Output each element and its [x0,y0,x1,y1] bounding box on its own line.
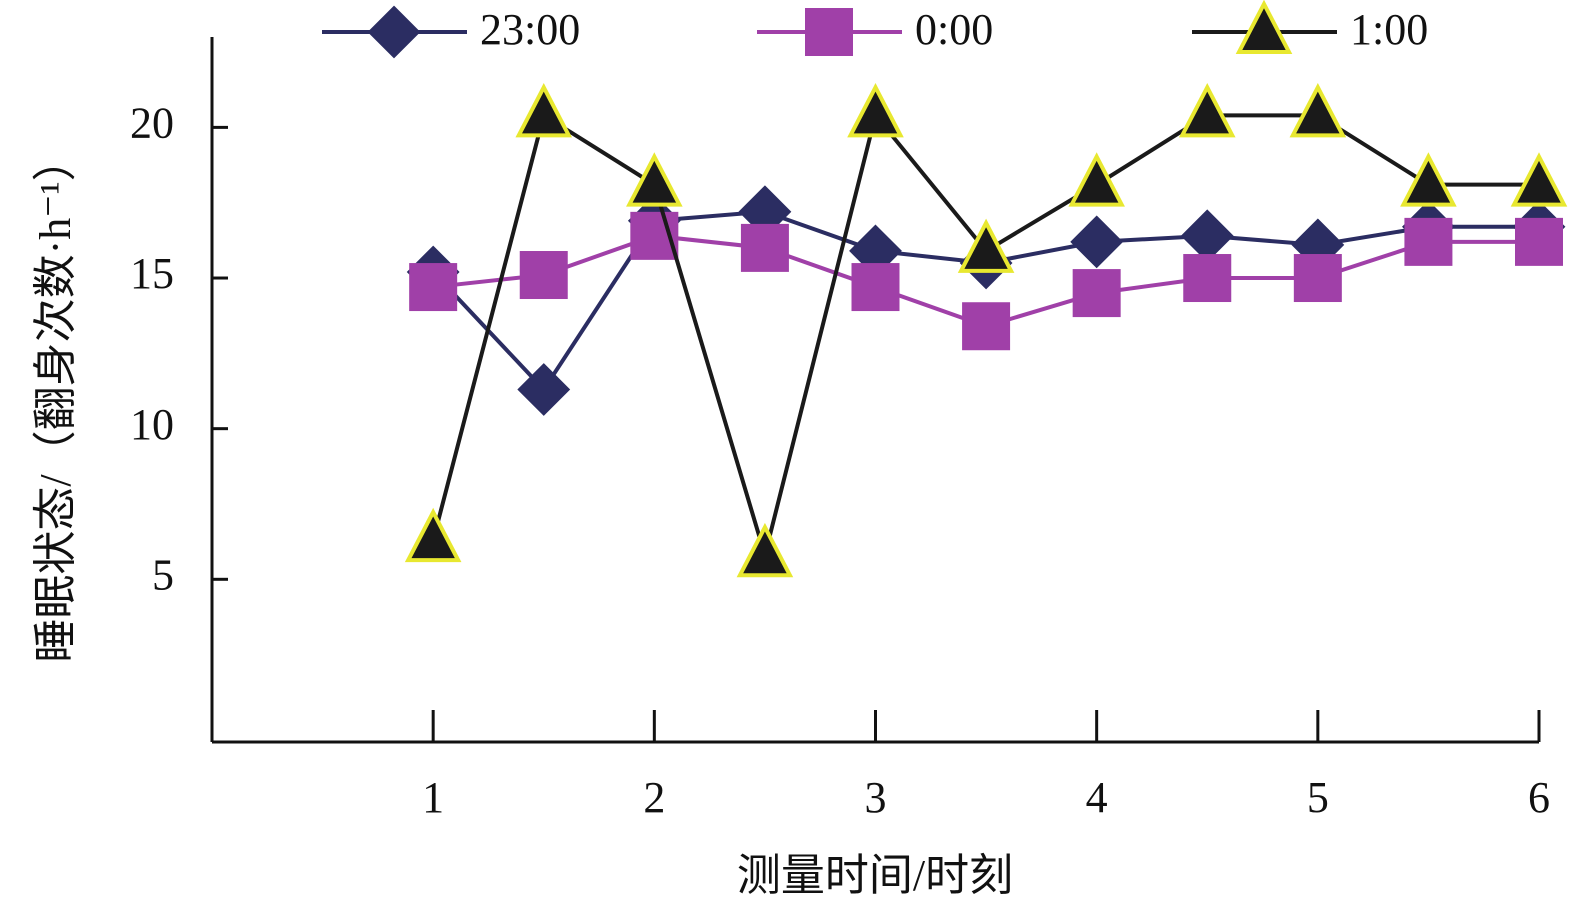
marker [1068,152,1125,207]
x-tick-label: 3 [865,773,887,822]
legend-marker [367,5,421,59]
x-tick-label: 4 [1086,773,1108,822]
legend-label: 0:00 [915,5,993,54]
marker [847,83,904,138]
marker [1293,254,1342,303]
marker [626,152,683,207]
marker [1180,209,1234,263]
marker [1510,152,1568,207]
marker [736,522,794,578]
x-tick-label: 6 [1528,773,1550,822]
marker [1515,217,1563,266]
legend-marker [805,8,853,56]
x-axis-label: 测量时间/时刻 [737,851,1013,900]
marker [1404,217,1453,266]
marker [962,302,1011,351]
x-tick-label: 2 [643,773,665,822]
y-axis-label: 睡眠状态/（翻身次数·h⁻¹） [31,137,80,662]
marker [957,218,1015,273]
marker [519,251,568,300]
legend-label: 23:00 [480,5,580,54]
marker [1072,269,1121,318]
legend-marker [1235,0,1293,54]
marker [515,83,573,138]
marker [517,363,571,416]
x-tick-label: 5 [1307,773,1329,822]
marker [740,223,789,272]
marker [851,263,900,312]
marker [1178,83,1236,138]
legend-label: 1:00 [1350,5,1428,54]
marker [1183,254,1232,303]
x-tick-label: 1 [422,773,444,822]
marker [404,507,462,563]
marker [1400,152,1457,207]
marker [1289,83,1347,138]
marker [409,263,458,312]
y-tick-label: 5 [152,550,174,599]
y-tick-label: 15 [130,249,174,298]
y-tick-label: 10 [130,400,174,449]
y-tick-label: 20 [130,98,174,147]
marker [1070,215,1124,269]
